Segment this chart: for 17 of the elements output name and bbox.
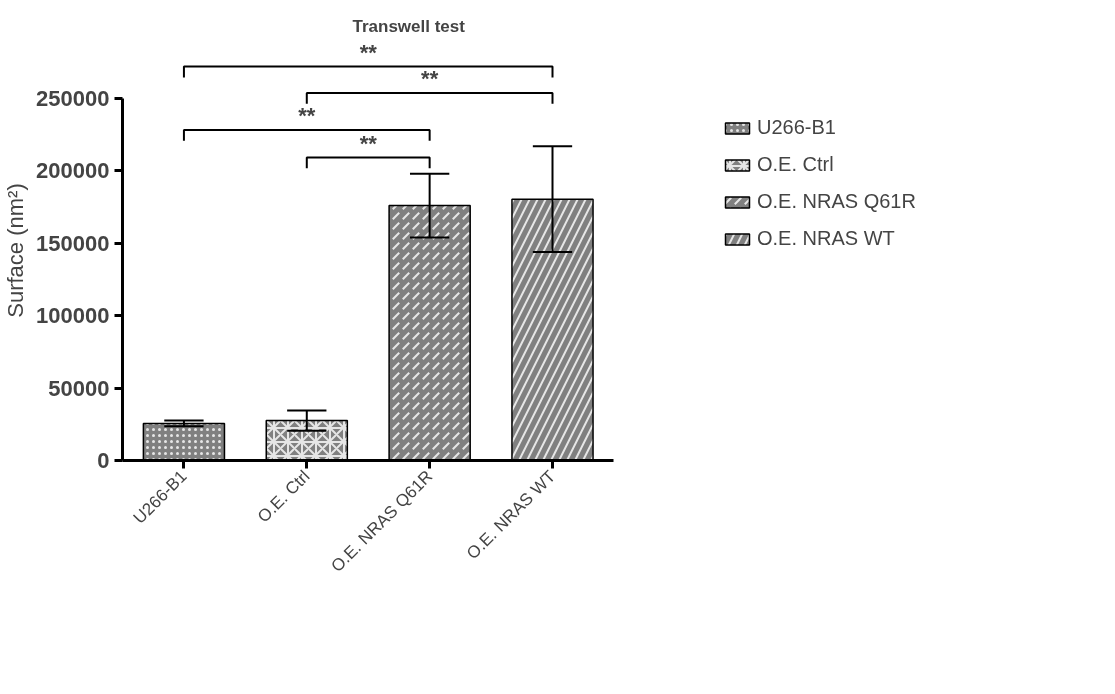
legend-label: O.E. NRAS Q61R: [757, 190, 916, 213]
annotation: **: [359, 130, 378, 156]
chart-title: Transwell test: [352, 16, 466, 36]
text: **: [359, 39, 378, 65]
y-tick-label: 0: [97, 448, 110, 473]
y-tick-label: 250000: [36, 85, 110, 111]
text: **: [421, 66, 439, 92]
legend-label: O.E. NRAS WT: [757, 227, 895, 250]
annotation: **: [298, 103, 316, 129]
legend-label: U266-B1: [757, 116, 836, 139]
y-axis-title: Surface (nm²): [3, 183, 29, 318]
y-tick-label: 50000: [48, 375, 110, 401]
legend-label: O.E. Ctrl: [757, 153, 834, 176]
y-tick-label: 100000: [36, 303, 110, 329]
x-tick-label: O.E. Ctrl: [253, 466, 314, 527]
y-tick-label: 150000: [36, 230, 110, 256]
y-tick-label: 200000: [36, 158, 110, 184]
